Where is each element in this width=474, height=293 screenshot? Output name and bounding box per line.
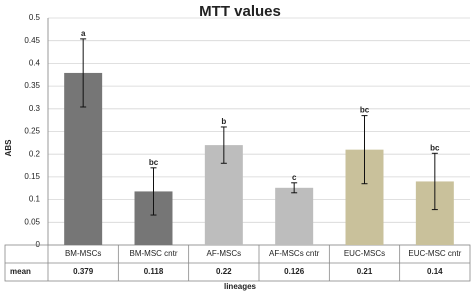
y-tick-label: 0.35 xyxy=(24,81,40,90)
table-value: 0.21 xyxy=(357,267,373,276)
y-tick-label: 0.1 xyxy=(29,195,41,204)
y-tick-label: 0.25 xyxy=(24,127,40,136)
x-axis-label: lineages xyxy=(224,282,257,291)
y-tick-label: 0.05 xyxy=(24,217,40,226)
x-tick-label: EUC-MSCs xyxy=(344,249,385,258)
y-tick-label: 0.15 xyxy=(24,172,40,181)
table-value: 0.14 xyxy=(427,267,443,276)
x-tick-label: BM-MSCs xyxy=(65,249,101,258)
significance-label: bc xyxy=(430,143,440,152)
table-value: 0.126 xyxy=(284,267,305,276)
significance-label: c xyxy=(292,173,297,182)
y-tick-label: 0.4 xyxy=(29,59,41,68)
significance-label: bc xyxy=(360,106,370,115)
y-tick-label: 0.5 xyxy=(29,13,41,22)
table-value: 0.379 xyxy=(73,267,94,276)
x-tick-label: EUC-MSC cntr xyxy=(408,249,461,258)
significance-label: a xyxy=(81,29,86,38)
table-row-label: mean xyxy=(10,267,31,276)
table-value: 0.118 xyxy=(144,267,164,276)
bar xyxy=(275,187,314,245)
y-tick-label: 0.2 xyxy=(29,149,41,158)
x-tick-label: AF-MSCs cntr xyxy=(269,249,320,258)
y-tick-label: 0.3 xyxy=(29,104,41,113)
x-tick-label: BM-MSC cntr xyxy=(130,249,178,258)
significance-label: bc xyxy=(149,158,159,167)
significance-label: b xyxy=(221,117,226,126)
chart-title: MTT values xyxy=(199,3,281,20)
x-tick-label: AF-MSCs xyxy=(206,249,241,258)
y-axis-label: ABS xyxy=(4,139,13,157)
table-value: 0.22 xyxy=(216,267,232,276)
y-tick-label: 0.45 xyxy=(24,36,40,45)
